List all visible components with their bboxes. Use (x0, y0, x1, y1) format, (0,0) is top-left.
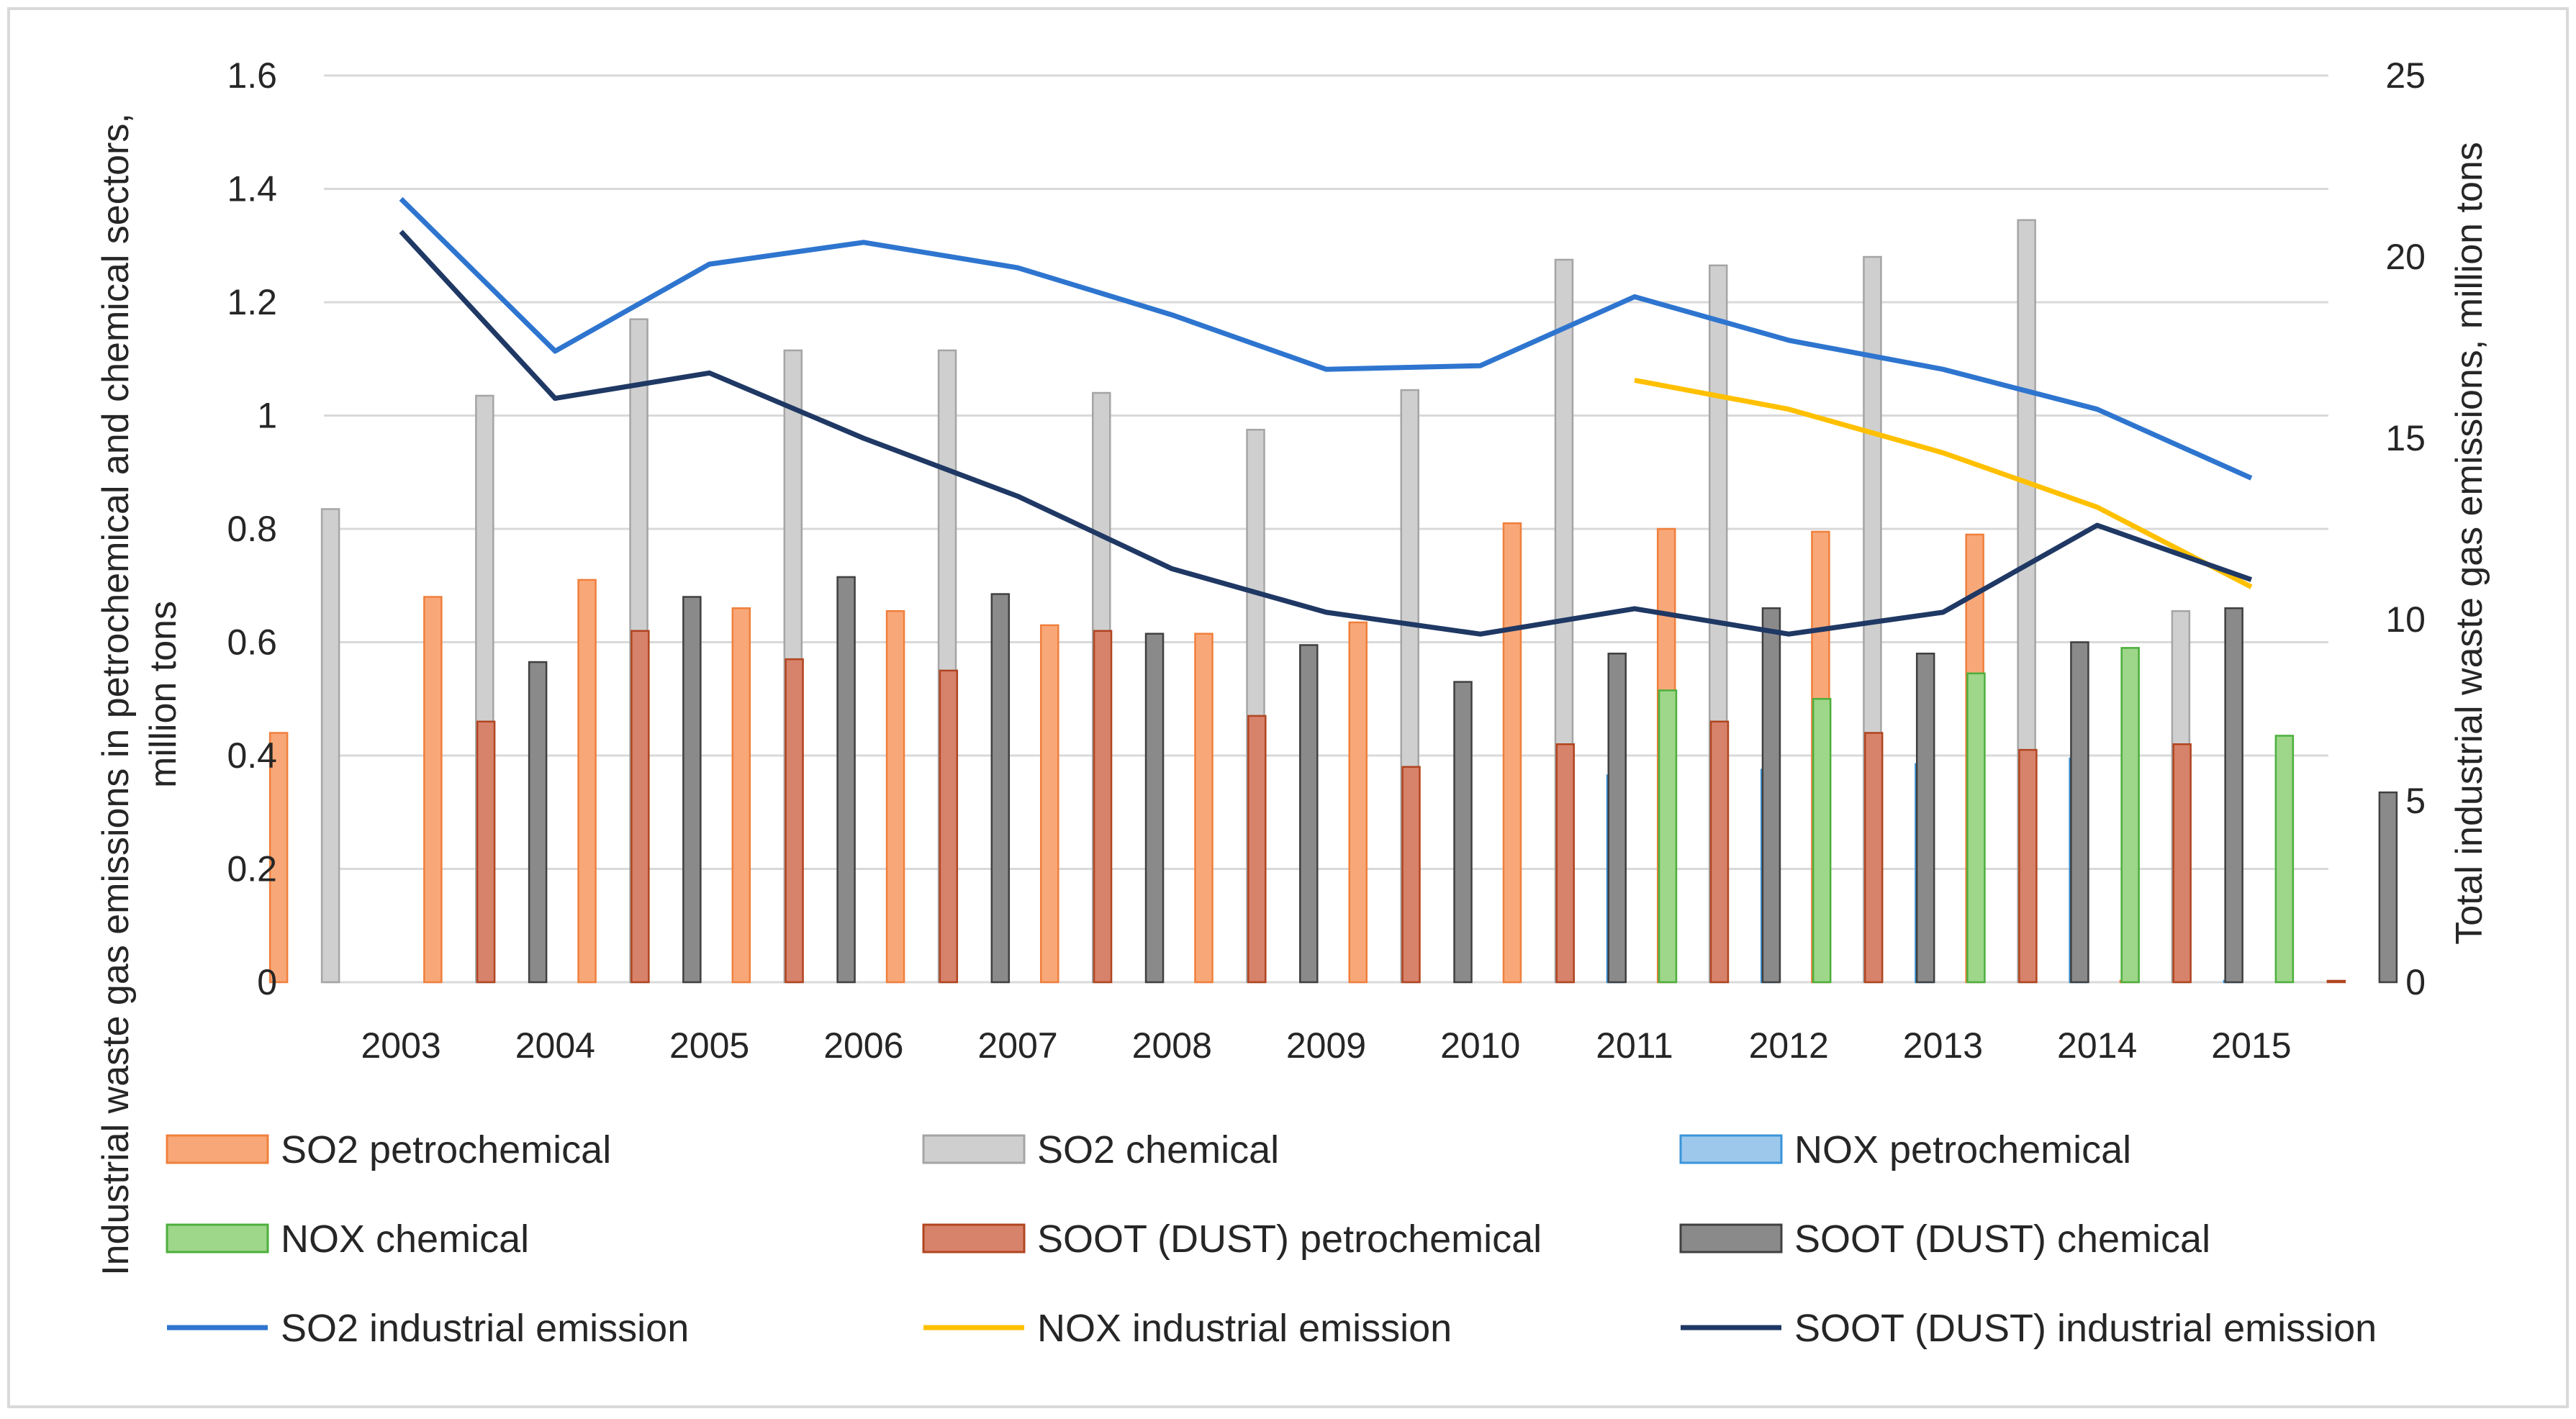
x-tick-label: 2008 (1132, 1025, 1212, 1066)
y-tick-label: 1.4 (227, 169, 277, 209)
bar-soot-dust-chemical (528, 661, 548, 984)
bar-soot-dust-petrochemical (2018, 748, 2038, 984)
x-tick-label: 2014 (2057, 1025, 2137, 1066)
bar-soot-dust-chemical (2070, 641, 2089, 984)
bar-so2-petrochemical (885, 609, 905, 984)
y2-tick-label: 15 (2385, 418, 2426, 458)
axes-layer: 0 0.2 0.4 0.6 0.8 1 1.2 1.4 1.6 0 5 10 15 20 25 2003 200… (95, 55, 2490, 1276)
y-tick-label: 0.8 (227, 509, 277, 549)
legend-swatch-nox-chemical (166, 1223, 269, 1253)
y2-tick-label: 20 (2385, 237, 2426, 277)
bar-nox-chemical (1812, 698, 1832, 984)
bar-nox-chemical (2120, 647, 2140, 984)
x-tick-label: 2009 (1286, 1025, 1366, 1066)
x-tick-label: 2012 (1749, 1025, 1829, 1066)
bar-soot-dust-chemical (1144, 633, 1165, 984)
legend: SO2 petrochemical SO2 chemical NOX petroch… (166, 1128, 2377, 1350)
legend-label-so2-chemical: SO2 chemical (1037, 1128, 1279, 1171)
y-tick-label: 0.2 (227, 849, 277, 889)
x-tick-label: 2004 (515, 1025, 595, 1066)
bar-soot-dust-petrochemical (1709, 720, 1730, 984)
y-tick-label: 1.6 (227, 55, 277, 96)
line-so2-industrial-emission (399, 196, 2253, 481)
bar-soot-dust-petrochemical (2326, 979, 2346, 984)
y-axis-title: Industrial waste gas emissions in petroc… (95, 113, 184, 1276)
bar-so2-petrochemical (268, 732, 289, 984)
bar-soot-dust-chemical (1607, 653, 1627, 984)
x-tick-label: 2007 (977, 1025, 1057, 1066)
legend-label-nox-chemical: NOX chemical (281, 1218, 529, 1261)
legend-label-soot-dust-chemical: SOOT (DUST) chemical (1794, 1218, 2210, 1261)
bar-so2-petrochemical (1502, 522, 1522, 984)
bar-soot-dust-petrochemical (631, 630, 650, 984)
bar-soot-dust-petrochemical (785, 658, 804, 984)
y-tick-label: 1.2 (227, 282, 277, 322)
y2-tick-label: 25 (2385, 55, 2426, 96)
bar-so2-petrochemical (577, 579, 597, 984)
legend-label-so2-industrial-emission: SO2 industrial emission (281, 1307, 689, 1350)
y-tick-label: 0.6 (227, 622, 277, 663)
y-tick-label: 1 (257, 396, 277, 436)
x-tick-label: 2005 (669, 1025, 749, 1066)
bar-soot-dust-chemical (1761, 607, 1781, 984)
bar-soot-dust-petrochemical (1555, 743, 1575, 984)
bar-nox-chemical (1966, 672, 1986, 984)
bar-soot-dust-petrochemical (1247, 715, 1267, 984)
legend-label-soot-dust-industrial-emission: SOOT (DUST) industrial emission (1794, 1307, 2377, 1350)
bar-so2-petrochemical (1040, 624, 1059, 984)
bar-so2-petrochemical (731, 607, 751, 984)
legend-swatch-nox-petrochemical (1679, 1134, 1783, 1164)
legend-label-soot-dust-petrochemical: SOOT (DUST) petrochemical (1037, 1218, 1542, 1261)
bar-soot-dust-chemical (836, 576, 856, 984)
y2-tick-label: 10 (2385, 599, 2426, 640)
legend-label-nox-industrial-emission: NOX industrial emission (1037, 1307, 1452, 1350)
legend-label-nox-petrochemical: NOX petrochemical (1794, 1128, 2131, 1171)
bar-soot-dust-chemical (1915, 653, 1935, 984)
bar-nox-chemical (2274, 735, 2295, 984)
bar-soot-dust-petrochemical (1863, 732, 1884, 984)
bar-so2-chemical (320, 508, 340, 984)
legend-swatch-so2-chemical (922, 1134, 1026, 1164)
x-tick-label: 2011 (1596, 1025, 1673, 1066)
bar-soot-dust-chemical (990, 593, 1011, 984)
bar-soot-dust-chemical (682, 596, 702, 984)
legend-swatch-so2-petrochemical (166, 1134, 269, 1164)
lines-layer (399, 196, 2253, 637)
y2-tick-label: 5 (2405, 781, 2426, 821)
bar-soot-dust-petrochemical (1401, 766, 1421, 984)
bar-soot-dust-petrochemical (2172, 743, 2192, 984)
bar-soot-dust-chemical (1453, 681, 1473, 984)
line-nox-industrial-emission (1634, 377, 2253, 589)
bar-so2-petrochemical (1194, 633, 1214, 984)
y2-axis-title: Total industrial waste gas emissions, mi… (2449, 142, 2490, 945)
bar-nox-chemical (1658, 689, 1678, 984)
x-tick-label: 2013 (1903, 1025, 1983, 1066)
x-tick-label: 2010 (1440, 1025, 1520, 1066)
y-tick-label: 0 (257, 962, 277, 1002)
legend-label-so2-petrochemical: SO2 petrochemical (281, 1128, 611, 1171)
legend-swatch-soot-dust-petrochemical (922, 1223, 1026, 1253)
bar-soot-dust-petrochemical (1093, 630, 1113, 984)
x-tick-label: 2003 (361, 1025, 440, 1066)
bar-soot-dust-chemical (1299, 644, 1319, 984)
bar-soot-dust-chemical (2378, 791, 2398, 984)
x-tick-label: 2006 (823, 1025, 903, 1066)
bar-soot-dust-chemical (2224, 607, 2243, 984)
line-soot-dust-industrial-emission (399, 230, 2253, 637)
legend-swatch-soot-dust-chemical (1679, 1223, 1783, 1253)
y2-tick-label: 0 (2405, 962, 2426, 1002)
bar-so2-petrochemical (1348, 621, 1368, 984)
gridlines (324, 74, 2328, 984)
bar-soot-dust-petrochemical (476, 720, 496, 984)
bar-so2-petrochemical (423, 596, 443, 984)
y-tick-label: 0.4 (227, 735, 277, 776)
x-tick-label: 2015 (2211, 1025, 2291, 1066)
bar-soot-dust-petrochemical (939, 669, 959, 984)
